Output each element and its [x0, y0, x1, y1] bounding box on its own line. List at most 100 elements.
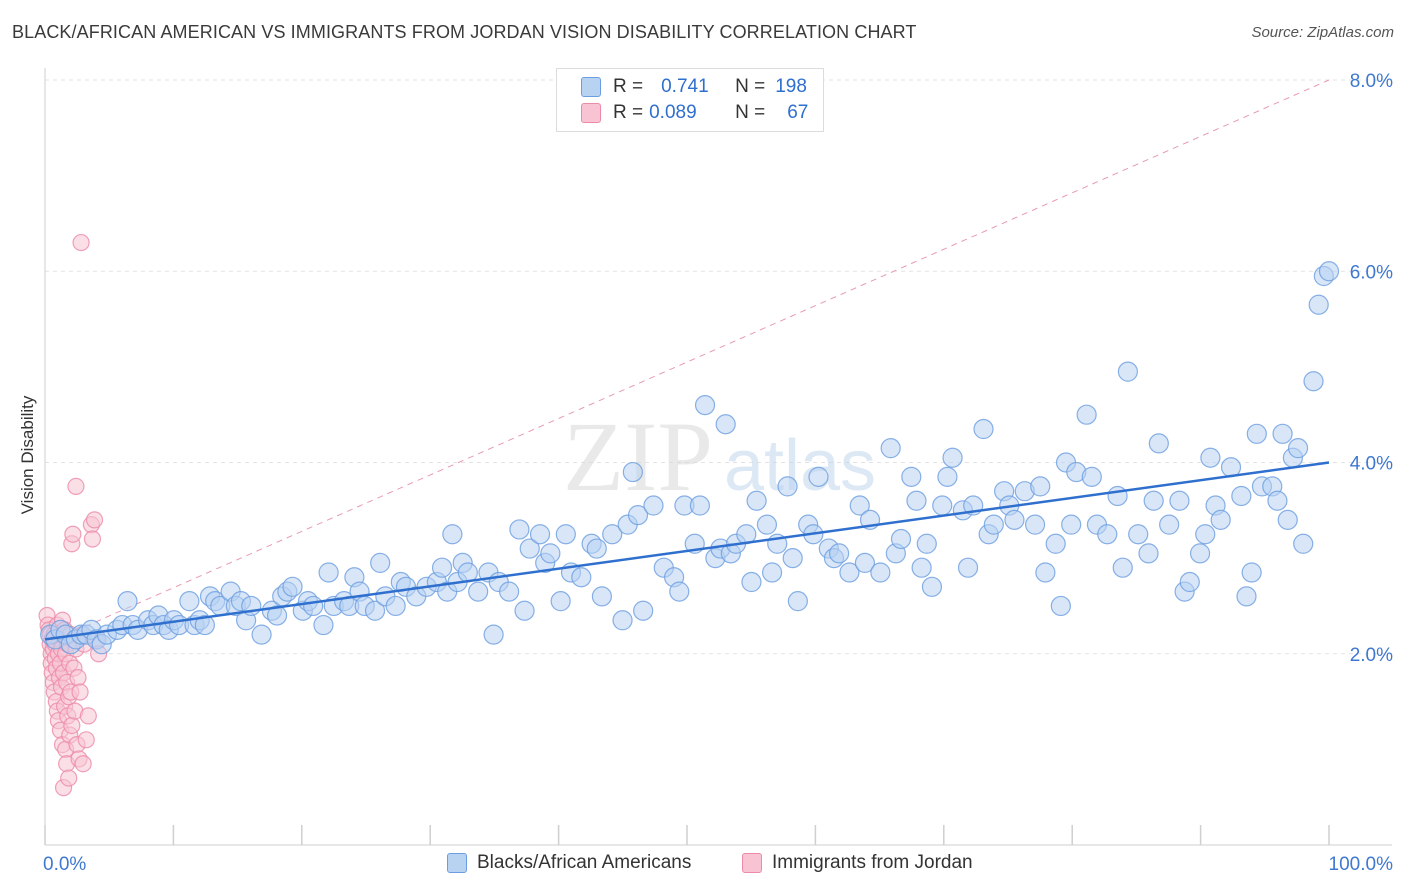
point-black — [519, 538, 540, 559]
stats-legend: R = 0.741 N = 198 R = 0.089 N = 67 — [556, 68, 824, 132]
watermark-zip: ZIP — [563, 401, 713, 512]
point-black — [777, 476, 798, 497]
point-black — [643, 495, 664, 516]
point-black — [1030, 476, 1051, 497]
point-jordan — [72, 233, 90, 252]
legend-n-label: N = — [735, 102, 766, 123]
point-black — [602, 524, 623, 545]
point-black — [1024, 514, 1046, 535]
legend-row-jordan: R = 0.089 N = 67 — [581, 101, 808, 125]
point-jordan — [71, 683, 89, 701]
point-black — [1035, 562, 1056, 583]
point-black — [179, 591, 200, 612]
point-jordan — [83, 530, 102, 548]
point-black — [1287, 438, 1309, 459]
gridlines — [45, 79, 1392, 655]
point-black — [1045, 533, 1066, 554]
point-black — [586, 538, 607, 559]
point-jordan — [63, 716, 81, 735]
point-black — [808, 466, 829, 487]
source-label: Source: ZipAtlas.com — [1251, 24, 1394, 41]
legend-r-value: 0.741 — [661, 76, 709, 97]
point-jordan — [67, 477, 85, 496]
point-black — [1112, 557, 1133, 578]
axes — [44, 68, 1392, 846]
trendline-jordan — [44, 79, 1330, 645]
point-black — [1169, 490, 1190, 511]
jordan-points — [38, 233, 108, 797]
point-black — [1272, 423, 1293, 444]
point-black — [1097, 524, 1118, 545]
point-jordan — [69, 669, 87, 687]
point-black — [916, 533, 937, 554]
tick-labels: 2.0% 4.0% 6.0% 8.0% 0.0% 100.0% — [43, 71, 1393, 875]
legend-n-label: N = — [735, 76, 766, 97]
jordan-trendline — [44, 79, 1330, 645]
point-black — [627, 504, 649, 526]
point-black — [1143, 490, 1164, 511]
legend-n-value: 67 — [787, 102, 809, 123]
point-black — [1236, 586, 1257, 607]
point-black — [313, 614, 334, 636]
black-points — [40, 261, 1340, 655]
point-black — [1200, 447, 1221, 468]
legend-swatch-blue — [581, 77, 601, 97]
point-black — [540, 543, 561, 564]
bottom-legend-label-jordan: Immigrants from Jordan — [772, 852, 973, 873]
point-black — [1308, 294, 1329, 315]
y-tick-label: 6.0% — [1350, 262, 1393, 283]
point-black — [756, 514, 778, 535]
point-black — [1277, 509, 1298, 530]
point-black — [937, 466, 958, 487]
point-jordan — [60, 769, 78, 787]
point-black — [1267, 490, 1288, 511]
bottom-legend-swatch-pink — [742, 853, 762, 873]
legend-r-label: R = — [613, 102, 644, 123]
point-black — [854, 552, 876, 574]
point-black — [385, 595, 406, 617]
point-jordan — [74, 755, 92, 773]
point-black — [715, 414, 736, 435]
point-black — [509, 519, 530, 540]
point-black — [1159, 514, 1180, 535]
point-black — [1231, 485, 1252, 507]
point-black — [1179, 571, 1200, 593]
point-black — [746, 490, 767, 511]
point-black — [849, 495, 870, 516]
point-black — [498, 581, 520, 602]
point-black — [829, 543, 850, 564]
point-black — [117, 591, 138, 612]
point-black — [194, 614, 215, 636]
point-black — [906, 490, 927, 511]
point-black — [364, 600, 386, 621]
point-black — [550, 591, 571, 612]
point-black — [468, 581, 489, 602]
watermark-atlas: atlas — [724, 426, 876, 506]
point-black — [1303, 371, 1324, 392]
bottom-legend-jordan: Immigrants from Jordan — [742, 852, 973, 874]
point-black — [890, 528, 912, 550]
point-black — [870, 562, 891, 583]
point-jordan — [77, 731, 95, 749]
point-black — [1189, 543, 1211, 564]
point-black — [787, 591, 808, 612]
bottom-legend-swatch-blue — [447, 853, 467, 873]
point-black — [782, 548, 803, 569]
point-jordan — [64, 525, 82, 543]
point-black — [571, 567, 592, 588]
point-black — [1241, 562, 1262, 583]
point-black — [1246, 423, 1267, 444]
legend-r-value: 0.089 — [649, 102, 697, 123]
point-black — [266, 605, 288, 626]
point-black — [1107, 485, 1128, 507]
y-tick-label: 4.0% — [1350, 454, 1393, 475]
point-black — [318, 562, 339, 583]
point-black — [761, 562, 783, 583]
point-black — [1148, 433, 1169, 454]
point-black — [1076, 404, 1097, 425]
point-black — [251, 624, 272, 645]
point-black — [921, 576, 943, 597]
legend-swatch-pink — [581, 103, 601, 123]
point-black — [1195, 524, 1216, 545]
